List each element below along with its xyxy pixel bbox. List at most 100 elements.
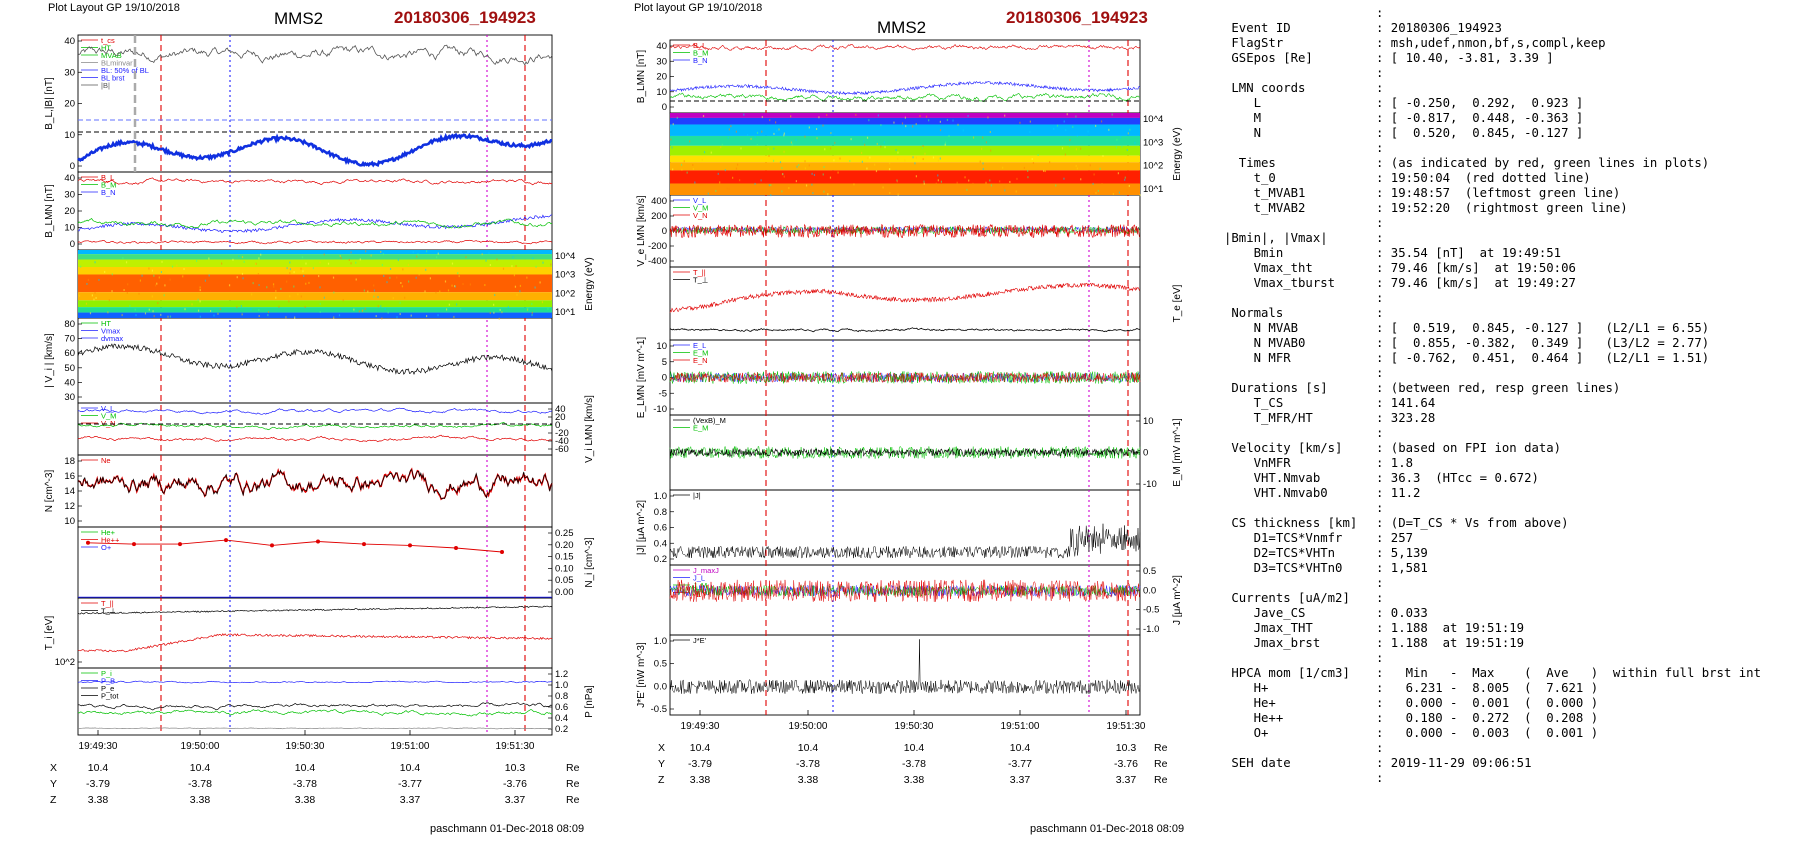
spectrogram-pixel [946,118,949,121]
y-tick-label: 50 [64,363,75,374]
spectrogram-pixel [210,310,212,313]
legend-label: HT [101,319,111,328]
info-row: GSEpos [Re]: [ 10.40, -3.81, 3.39 ] [1224,51,1800,66]
legend-label: E_N [693,356,708,365]
spectrogram-pixel [972,182,974,185]
spectrogram-pixel [703,151,706,154]
ephemeris-value: 10.3 [505,762,526,774]
y-tick-label-right: 0.15 [555,552,574,563]
y-axis-label: | V_i | [km/s] [44,333,55,388]
spectrogram-pixel [743,113,745,116]
spectrogram-pixel [339,254,341,257]
spectrogram-pixel [783,150,785,153]
spectrogram-pixel [683,160,685,163]
spectrogram-pixel [125,261,128,264]
info-key: Durations [s] [1224,381,1328,395]
info-key: O+ [1224,726,1269,740]
spectrogram-pixel [455,303,458,306]
plot-panel-frame [77,317,553,404]
legend-label: T_⊥ [101,607,117,616]
info-value: : [1376,591,1384,605]
spectrogram-pixel [1093,173,1095,176]
spectrogram-pixel [399,313,401,316]
info-value: : [ 0.855, -0.382, 0.349 ] (L3/L2 = 2.77… [1376,336,1710,350]
info-row: : [1224,141,1800,156]
legend-label: V_N [101,419,116,428]
spectrogram-pixel [754,182,756,185]
info-row: : [1224,66,1800,81]
spectrogram-pixel [1072,125,1074,128]
spectrogram-pixel [243,260,245,263]
spectrogram-pixel [1126,149,1128,152]
spectrogram-pixel [450,266,452,269]
spectrogram-pixel [108,299,110,302]
legend-label: P_e [101,684,114,693]
series-Te-perp [669,327,1141,333]
spectrogram-pixel [329,267,331,270]
series-BeN [669,92,1141,103]
spectrogram-pixel [756,131,759,134]
info-row: SEH date: 2019-11-29 09:06:51 [1224,756,1800,771]
spectrogram-pixel [989,179,991,182]
ephemeris-value: 3.37 [1010,774,1031,786]
spectrogram-pixel [1117,172,1119,175]
info-value: : 19:50:04 (red dotted line) [1376,171,1591,185]
spectrogram-pixel [1075,115,1077,118]
He2plus-point [454,546,458,551]
spectrogram-pixel [681,168,683,171]
He2plus-point [132,542,136,547]
spectrogram-pixel [1095,191,1097,194]
y-tick-label: 0 [662,102,667,113]
spectrogram-pixel [804,167,807,170]
series-EN [669,371,1141,384]
spectrogram-pixel [754,136,756,139]
spectrogram-band [670,124,1140,136]
info-row: t_MVAB2: 19:52:20 (rightmost green line) [1224,201,1800,216]
spectrogram-pixel [1009,180,1011,183]
spectrogram-pixel [342,299,344,302]
spectrogram-pixel [795,180,797,183]
He2plus-point [224,538,228,543]
spectrogram-pixel [154,284,157,287]
y-tick-label: -400 [648,256,667,267]
spectrogram-pixel [196,259,198,262]
info-value: : 5,139 [1376,546,1428,560]
spectrogram-pixel [1004,114,1006,117]
spectrogram-pixel [258,284,260,287]
spectrogram-pixel [922,145,924,148]
spectrogram-pixel [721,143,723,146]
series-Vi-magnitude [77,343,553,376]
ephemeris-value: 3.38 [88,794,109,806]
info-row: Jmax_brst: 1.188 at 19:51:19 [1224,636,1800,651]
spectrogram-pixel [791,143,793,146]
spectrogram-pixel [502,267,505,270]
spectrogram-pixel [151,295,153,298]
spectrogram-pixel [880,145,882,148]
info-key: Vmax_tburst [1224,276,1336,290]
y-tick-label-right: 10^3 [555,270,575,281]
y-axis-label: B_LMN [nT] [44,184,55,238]
legend-label: B_M [101,181,116,190]
spectrogram-pixel [880,124,882,127]
spectrogram-pixel [1127,183,1129,186]
spectrogram-pixel [355,278,357,281]
spectrogram-pixel [469,283,472,286]
info-key: SEH date [1224,756,1291,770]
y-tick-label-right: 0.10 [555,563,574,574]
spectrogram-pixel [849,159,851,162]
spectrogram-pixel [301,256,304,259]
spectrogram-pixel [485,272,488,275]
info-value: : 1,581 [1376,561,1428,575]
spectrogram-pixel [904,116,907,119]
spectrogram-pixel [381,317,383,320]
spectrogram-pixel [783,132,785,135]
spectrogram-pixel [267,310,270,313]
ephemeris-value: -3.79 [86,778,110,790]
spectrogram-pixel [727,136,729,139]
spectrogram-pixel [1095,124,1097,127]
ephemeris-label: Y [658,758,665,770]
spectrogram-pixel [829,147,832,150]
legend-label: E_L [693,341,706,350]
info-row: He++: 0.180 - 0.272 ( 0.208 ) [1224,711,1800,726]
ephemeris-value: 10.4 [690,742,711,754]
